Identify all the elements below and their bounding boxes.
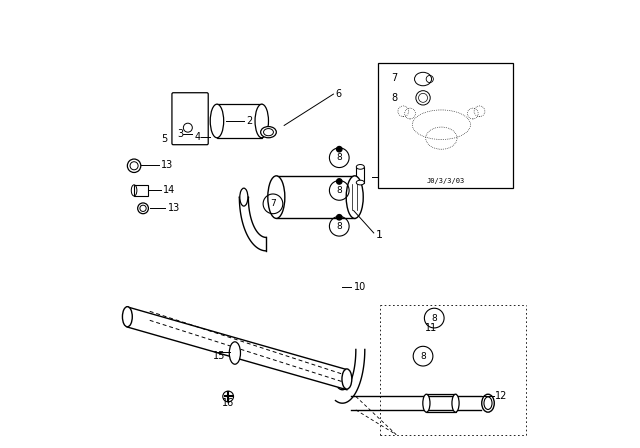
Ellipse shape <box>255 104 269 138</box>
Text: 7: 7 <box>270 199 276 208</box>
Text: 11: 11 <box>425 323 438 333</box>
Text: 8: 8 <box>392 93 398 103</box>
Text: 10: 10 <box>353 282 366 292</box>
Text: 5: 5 <box>161 134 168 144</box>
Ellipse shape <box>240 188 248 206</box>
Text: 8: 8 <box>420 352 426 361</box>
Ellipse shape <box>260 127 276 138</box>
Text: 16: 16 <box>222 398 234 408</box>
Circle shape <box>337 179 342 184</box>
Text: 2: 2 <box>246 116 252 126</box>
Ellipse shape <box>211 104 224 138</box>
Text: 8: 8 <box>337 153 342 162</box>
Ellipse shape <box>482 394 494 412</box>
Text: 3: 3 <box>177 129 184 139</box>
Ellipse shape <box>122 307 132 327</box>
Text: 12: 12 <box>495 392 507 401</box>
Ellipse shape <box>356 180 364 185</box>
Bar <box>378 63 513 188</box>
Ellipse shape <box>229 342 241 364</box>
Text: 8: 8 <box>337 186 342 195</box>
Text: 13: 13 <box>161 160 173 170</box>
Ellipse shape <box>356 164 364 169</box>
Text: 1: 1 <box>376 230 383 240</box>
Text: J0/3/3/03: J0/3/3/03 <box>426 178 465 184</box>
Text: 15: 15 <box>213 351 225 361</box>
Text: 8: 8 <box>431 314 437 323</box>
Text: 7: 7 <box>392 73 398 83</box>
Text: 6: 6 <box>336 89 342 99</box>
Ellipse shape <box>423 394 430 412</box>
Circle shape <box>337 146 342 152</box>
Text: 4: 4 <box>195 132 200 142</box>
Text: 9: 9 <box>385 172 391 182</box>
Ellipse shape <box>342 369 352 389</box>
Text: 14: 14 <box>163 185 175 195</box>
Text: 13: 13 <box>168 203 180 213</box>
Text: 8: 8 <box>337 222 342 231</box>
Ellipse shape <box>452 394 459 412</box>
Ellipse shape <box>268 176 285 218</box>
Ellipse shape <box>346 176 364 218</box>
Circle shape <box>337 215 342 220</box>
